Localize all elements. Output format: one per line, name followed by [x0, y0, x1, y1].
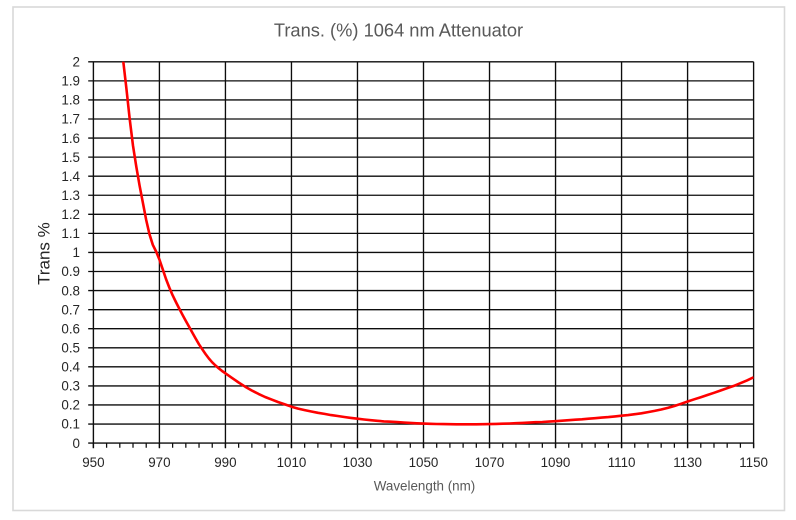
svg-text:0.1: 0.1: [61, 417, 80, 432]
svg-text:0.5: 0.5: [61, 341, 80, 356]
svg-text:1150: 1150: [739, 455, 768, 470]
svg-text:1.8: 1.8: [61, 93, 80, 108]
svg-text:Trans %: Trans %: [35, 222, 54, 285]
svg-text:0.2: 0.2: [61, 398, 80, 413]
svg-text:1050: 1050: [409, 455, 439, 470]
svg-text:1090: 1090: [541, 455, 571, 470]
svg-text:0.3: 0.3: [61, 379, 80, 394]
svg-text:0.7: 0.7: [61, 302, 80, 317]
svg-text:1070: 1070: [475, 455, 505, 470]
svg-text:1.9: 1.9: [61, 74, 80, 89]
svg-text:990: 990: [214, 455, 236, 470]
svg-text:1110: 1110: [608, 455, 636, 470]
svg-text:2: 2: [73, 55, 80, 70]
svg-text:0.9: 0.9: [61, 264, 80, 279]
svg-text:Trans. (%) 1064 nm Attenuator: Trans. (%) 1064 nm Attenuator: [274, 20, 523, 41]
svg-text:950: 950: [82, 455, 104, 470]
svg-text:1.2: 1.2: [61, 207, 80, 222]
svg-text:1.5: 1.5: [61, 150, 80, 165]
svg-text:970: 970: [148, 455, 170, 470]
svg-text:Wavelength (nm): Wavelength (nm): [374, 479, 475, 494]
svg-text:0: 0: [73, 436, 80, 451]
svg-text:1.4: 1.4: [61, 169, 80, 184]
svg-text:1.7: 1.7: [61, 112, 80, 127]
svg-text:1.1: 1.1: [61, 226, 80, 241]
svg-text:0.4: 0.4: [61, 360, 80, 375]
svg-text:0.6: 0.6: [61, 321, 80, 336]
svg-text:0.8: 0.8: [61, 283, 80, 298]
svg-text:1030: 1030: [343, 455, 373, 470]
svg-text:1.6: 1.6: [61, 131, 80, 146]
svg-text:1: 1: [73, 245, 80, 260]
svg-text:1010: 1010: [277, 455, 307, 470]
svg-text:1130: 1130: [673, 455, 702, 470]
svg-text:1.3: 1.3: [61, 188, 80, 203]
